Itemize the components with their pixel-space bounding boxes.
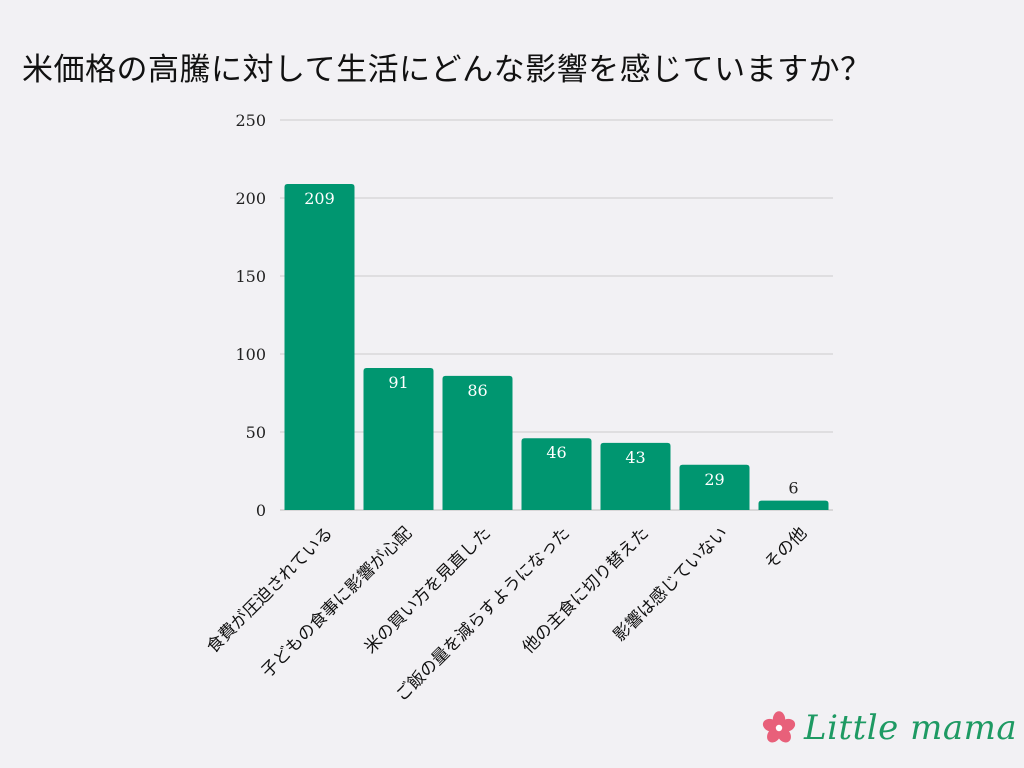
data-label: 29 (704, 470, 724, 489)
y-tick-label: 50 (246, 423, 266, 442)
chart-title: 米価格の高騰に対して生活にどんな影響を感じていますか？ (22, 52, 872, 88)
bar (363, 368, 434, 510)
data-label: 46 (546, 443, 566, 462)
category-labels: 食費が圧迫されている子どもの食事に影響が心配米の買い方を見直したご飯の量を減らす… (203, 523, 811, 705)
little-mama-logo: Little mama (760, 708, 1017, 748)
bar (521, 438, 592, 510)
category-label: その他 (761, 523, 811, 573)
bars (284, 183, 829, 510)
data-label: 86 (467, 381, 487, 400)
data-label: 209 (304, 189, 335, 208)
flower-icon (762, 711, 796, 743)
data-label: 43 (625, 448, 645, 467)
bar (679, 464, 750, 510)
category-label: 食費が圧迫されている (203, 523, 337, 657)
y-tick-label: 150 (235, 267, 266, 286)
bar (442, 375, 513, 510)
y-tick-label: 100 (235, 345, 266, 364)
data-label: 6 (788, 479, 798, 498)
bar (284, 183, 355, 510)
y-tick-label: 0 (256, 501, 266, 520)
bar (758, 500, 829, 510)
logo-text: Little mama (804, 708, 1018, 748)
y-tick-label: 200 (235, 189, 266, 208)
bar (600, 442, 671, 510)
y-axis-ticks: 0 50 100 150 200 250 (235, 111, 266, 520)
y-tick-label: 250 (235, 111, 266, 130)
flower-petal (762, 718, 779, 732)
data-labels: 209 91 86 46 43 29 6 (304, 189, 798, 498)
category-label: 子どもの食事に影響が心配 (258, 523, 416, 681)
data-label: 91 (388, 373, 408, 392)
